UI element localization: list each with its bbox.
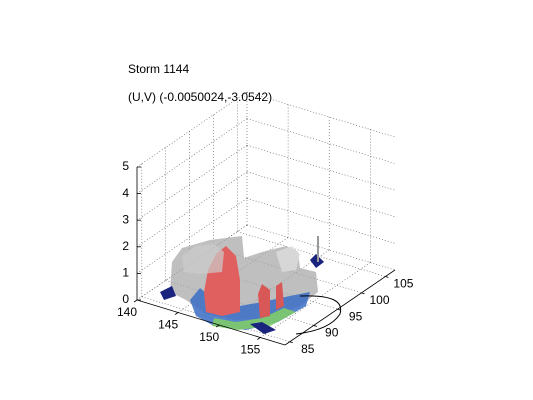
chart-subtitle: (U,V) (-0.0050024,-3.0542): [128, 90, 272, 104]
x-tick: [174, 312, 179, 315]
y-tick: [337, 308, 341, 311]
z-tick-label: 1: [122, 266, 129, 280]
grid-line: [136, 171, 248, 248]
x-tick: [257, 337, 261, 340]
x-tick: [216, 324, 220, 328]
grid-line: [136, 91, 248, 168]
z-tick-label: 2: [122, 239, 129, 253]
axis-line: [284, 269, 396, 346]
y-tick: [313, 325, 317, 327]
y-tick: [385, 276, 389, 278]
z-tick-label: 5: [122, 159, 129, 173]
core-surface: [258, 284, 270, 318]
grid-line: [136, 118, 248, 194]
edge-surface: [250, 322, 276, 334]
y-tick: [361, 292, 365, 295]
x-tick-label: 150: [199, 330, 219, 344]
x-tick: [133, 299, 138, 303]
grid-line: [136, 144, 248, 221]
grid-line: [136, 198, 248, 274]
x-tick-label: 140: [117, 305, 137, 319]
x-tick-label: 145: [158, 318, 178, 332]
cloud-surface: [182, 244, 224, 274]
grid-line: [260, 262, 371, 338]
y-tick-label: 100: [370, 293, 390, 307]
y-tick: [289, 341, 293, 344]
x-tick-label: 155: [240, 343, 260, 357]
core-surface: [276, 282, 284, 310]
outline-curve: [295, 295, 342, 335]
y-tick-label: 90: [325, 326, 339, 340]
z-tick-label: 0: [122, 292, 129, 306]
cloud-surface: [276, 246, 300, 272]
edge-surface: [160, 286, 176, 300]
mid-surface: [212, 308, 296, 330]
z-tick-label: 3: [122, 212, 129, 226]
storm-isosurface: [160, 236, 342, 335]
y-tick-label: 95: [349, 309, 363, 323]
y-tick-label: 85: [301, 342, 315, 356]
y-tick-label: 105: [393, 277, 413, 291]
z-tick-label: 4: [122, 186, 129, 200]
chart-title: Storm 1144: [128, 62, 189, 76]
